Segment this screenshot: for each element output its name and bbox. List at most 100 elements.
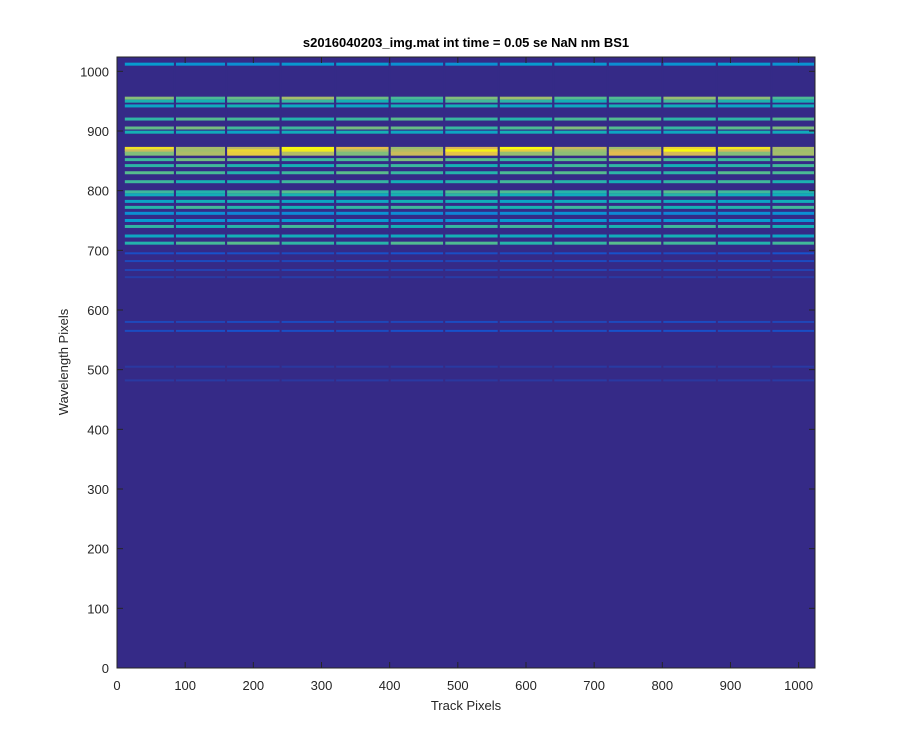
- spectral-line-segment: [281, 130, 335, 134]
- spectral-line-segment: [281, 126, 335, 130]
- x-tick-label: 500: [447, 678, 469, 693]
- spectral-line-segment: [608, 320, 662, 323]
- x-tick-label: 1000: [784, 678, 813, 693]
- spectral-line-segment: [717, 104, 771, 108]
- spectral-line-segment: [390, 241, 444, 245]
- spectral-line-segment: [717, 379, 771, 382]
- spectral-line-segment: [227, 218, 280, 222]
- spectral-line-segment: [336, 62, 389, 66]
- spectral-line-segment: [124, 365, 174, 368]
- spectral-line-segment: [772, 158, 814, 162]
- spectral-line-segment: [281, 171, 335, 175]
- spectral-line-segment: [281, 379, 335, 382]
- spectral-line-segment: [717, 96, 771, 100]
- track-gap: [497, 57, 500, 263]
- spectral-line-segment: [499, 276, 553, 279]
- y-tick-label: 600: [87, 303, 109, 318]
- spectral-line-segment: [499, 260, 553, 263]
- spectral-line-segment: [175, 130, 226, 134]
- spectral-line-segment: [175, 171, 226, 175]
- spectral-line-segment: [663, 260, 716, 263]
- spectral-line-segment: [281, 218, 335, 222]
- spectral-line-segment: [175, 234, 226, 238]
- spectral-line-segment: [499, 190, 553, 194]
- y-tick-label: 1000: [80, 64, 109, 79]
- x-tick-label: 0: [113, 678, 120, 693]
- spectral-line-segment: [499, 180, 553, 184]
- x-tick-label: 600: [515, 678, 537, 693]
- spectral-line-segment: [499, 149, 553, 154]
- spectral-line-segment: [772, 99, 814, 103]
- track-gap: [279, 57, 282, 263]
- spectral-line-segment: [663, 365, 716, 368]
- spectral-line-segment: [499, 164, 553, 168]
- track-gap: [225, 57, 228, 263]
- spectral-line-segment: [663, 320, 716, 323]
- spectral-line-segment: [281, 211, 335, 215]
- spectral-line-segment: [175, 199, 226, 203]
- spectral-line-segment: [663, 205, 716, 209]
- spectral-line-segment: [390, 193, 444, 197]
- spectral-line-segment: [390, 379, 444, 382]
- spectral-line-segment: [336, 151, 389, 156]
- spectral-line-segment: [554, 151, 607, 156]
- spectral-line-segment: [663, 224, 716, 228]
- spectral-line-segment: [608, 193, 662, 197]
- spectral-line-segment: [390, 130, 444, 134]
- spectral-line-segment: [227, 99, 280, 103]
- spectral-line-segment: [390, 149, 444, 154]
- spectral-line-segment: [499, 365, 553, 368]
- spectral-line-segment: [608, 96, 662, 100]
- spectral-line-segment: [124, 193, 174, 197]
- spectral-line-segment: [227, 96, 280, 100]
- spectral-line-segment: [499, 320, 553, 323]
- spectral-line-segment: [717, 241, 771, 245]
- spectral-line-segment: [281, 146, 335, 151]
- spectral-line-segment: [554, 218, 607, 222]
- spectral-line-segment: [772, 146, 814, 151]
- spectral-line-segment: [554, 164, 607, 168]
- spectral-line-segment: [608, 130, 662, 134]
- spectral-line-segment: [124, 180, 174, 184]
- spectral-line-segment: [772, 193, 814, 197]
- spectral-line-segment: [227, 329, 280, 332]
- spectral-line-segment: [554, 171, 607, 175]
- spectral-line-segment: [175, 193, 226, 197]
- spectral-line-segment: [445, 62, 498, 66]
- spectral-line-segment: [227, 320, 280, 323]
- spectral-line-segment: [281, 193, 335, 197]
- spectral-line-segment: [281, 224, 335, 228]
- spectral-line-segment: [554, 211, 607, 215]
- spectral-line-segment: [124, 276, 174, 279]
- spectral-line-segment: [663, 218, 716, 222]
- spectral-line-segment: [281, 117, 335, 121]
- spectral-line-segment: [717, 320, 771, 323]
- spectral-line-segment: [554, 199, 607, 203]
- spectral-line-segment: [227, 252, 280, 255]
- spectral-line-segment: [717, 234, 771, 238]
- spectral-line-segment: [717, 171, 771, 175]
- spectral-line-segment: [554, 269, 607, 272]
- spectral-line-segment: [124, 252, 174, 255]
- spectral-line-segment: [772, 62, 814, 66]
- spectral-line-segment: [608, 205, 662, 209]
- spectral-line-segment: [336, 193, 389, 197]
- spectral-line-segment: [663, 146, 716, 151]
- spectral-line-segment: [336, 99, 389, 103]
- spectral-line-segment: [663, 193, 716, 197]
- spectral-line-segment: [281, 260, 335, 263]
- spectral-line-segment: [175, 104, 226, 108]
- spectral-line-segment: [124, 149, 174, 154]
- spectral-line-segment: [499, 96, 553, 100]
- spectral-line-segment: [554, 260, 607, 263]
- spectral-line-segment: [608, 252, 662, 255]
- spectral-line-segment: [281, 149, 335, 154]
- spectral-line-segment: [281, 180, 335, 184]
- spectral-line-segment: [663, 104, 716, 108]
- spectral-line-segment: [663, 234, 716, 238]
- spectral-line-segment: [227, 211, 280, 215]
- spectral-line-segment: [336, 180, 389, 184]
- spectral-line-segment: [390, 224, 444, 228]
- spectral-line-segment: [717, 126, 771, 130]
- spectral-line-segment: [124, 62, 174, 66]
